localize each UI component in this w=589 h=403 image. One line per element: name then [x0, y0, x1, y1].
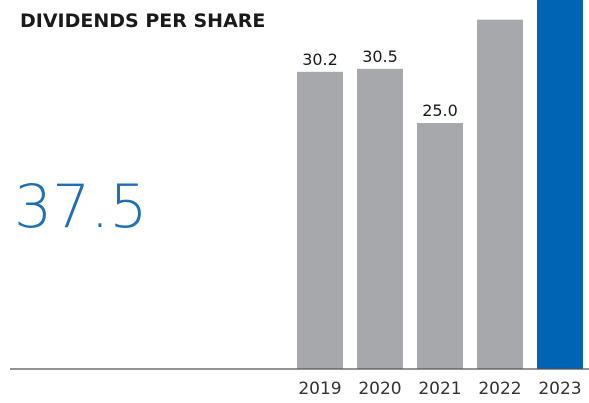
tick-label-2021: 2021	[418, 379, 461, 399]
bar-2021	[417, 123, 463, 369]
tick-label-2022: 2022	[478, 379, 521, 399]
tick-label-2020: 2020	[358, 379, 401, 399]
bar-2023	[537, 0, 583, 369]
bar-2022	[477, 19, 523, 370]
tick-label-2019: 2019	[298, 379, 341, 399]
x-axis-tick-labels: 2019 2020 2021 2022 2023	[298, 379, 581, 399]
data-label-2019: 30.2	[302, 50, 338, 69]
chart-title: DIVIDENDS PER SHARE	[20, 10, 265, 32]
bar-2020	[357, 68, 403, 369]
data-labels-layer: 30.2 30.5 25.0	[302, 47, 458, 120]
headline-value: 37.5	[14, 172, 148, 242]
bars-layer	[297, 0, 583, 370]
bar-2019	[297, 71, 343, 369]
tick-label-2023: 2023	[538, 379, 581, 399]
data-label-2020: 30.5	[362, 47, 398, 66]
data-label-2021: 25.0	[422, 101, 458, 120]
